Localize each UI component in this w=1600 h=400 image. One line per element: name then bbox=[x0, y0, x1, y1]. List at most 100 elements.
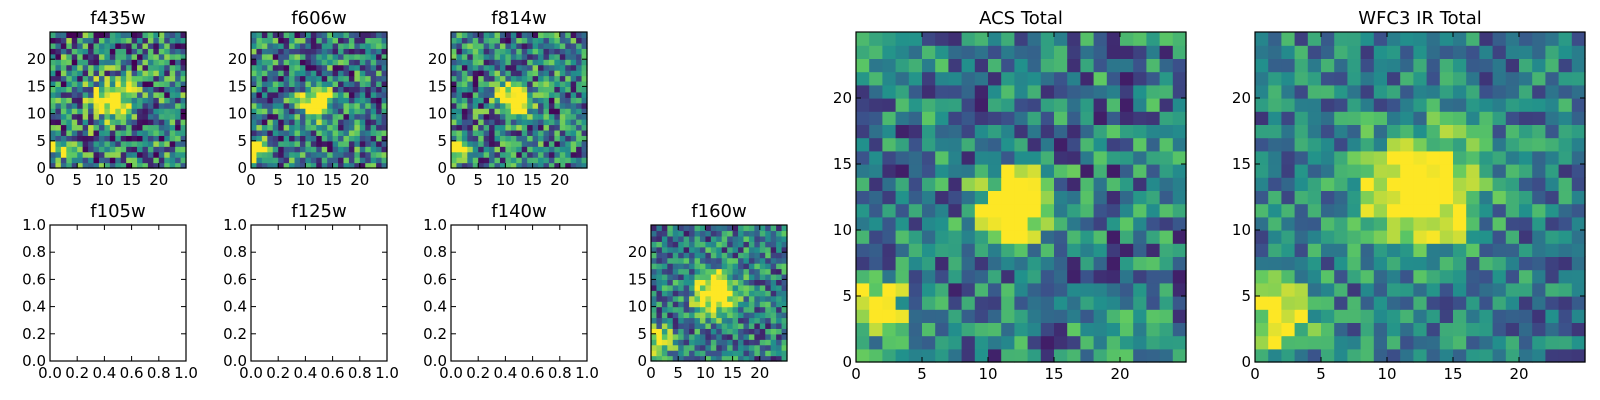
image-pixel bbox=[908, 177, 923, 191]
image-pixel bbox=[721, 333, 728, 340]
image-pixel bbox=[683, 301, 690, 308]
image-pixel bbox=[338, 135, 345, 142]
image-pixel bbox=[1159, 98, 1174, 112]
image-pixel bbox=[1159, 269, 1174, 284]
image-pixel bbox=[1001, 111, 1015, 125]
image-pixel bbox=[294, 146, 301, 153]
image-pixel bbox=[376, 140, 383, 147]
image-pixel bbox=[974, 58, 989, 73]
image-pixel bbox=[576, 108, 583, 115]
image-pixel bbox=[60, 64, 67, 71]
image-pixel bbox=[1413, 45, 1428, 59]
image-pixel bbox=[164, 80, 171, 87]
image-pixel bbox=[661, 322, 668, 329]
image-pixel bbox=[667, 284, 674, 291]
image-pixel bbox=[153, 129, 160, 136]
image-pixel bbox=[1545, 71, 1560, 86]
image-pixel bbox=[50, 140, 57, 147]
image-pixel bbox=[461, 42, 468, 49]
image-pixel bbox=[1014, 282, 1029, 297]
image-pixel bbox=[776, 241, 783, 248]
image-pixel bbox=[77, 32, 84, 39]
image-pixel bbox=[738, 273, 745, 280]
image-pixel bbox=[1093, 71, 1108, 86]
image-pixel bbox=[1159, 58, 1174, 73]
image-pixel bbox=[988, 296, 1002, 310]
image-pixel bbox=[66, 59, 73, 66]
image-pixel bbox=[376, 102, 383, 109]
image-pixel bbox=[71, 86, 78, 93]
image-pixel bbox=[1426, 58, 1441, 73]
image-pixel bbox=[294, 42, 301, 49]
image-pixel bbox=[289, 59, 296, 66]
image-pixel bbox=[656, 333, 663, 340]
image-pixel bbox=[478, 32, 485, 39]
image-pixel bbox=[776, 257, 783, 264]
image-pixel bbox=[104, 108, 111, 115]
image-pixel bbox=[765, 257, 772, 264]
image-pixel bbox=[570, 64, 577, 71]
image-pixel bbox=[1492, 309, 1507, 323]
image-pixel bbox=[66, 113, 73, 120]
image-pixel bbox=[50, 59, 57, 66]
image-pixel bbox=[142, 32, 149, 39]
image-pixel bbox=[738, 263, 745, 270]
image-pixel bbox=[451, 86, 458, 93]
image-pixel bbox=[856, 177, 870, 191]
image-pixel bbox=[483, 113, 490, 120]
image-pixel bbox=[856, 282, 870, 297]
image-pixel bbox=[559, 97, 566, 104]
image-pixel bbox=[278, 102, 285, 109]
image-pixel bbox=[974, 111, 989, 125]
image-pixel bbox=[1373, 84, 1388, 99]
image-pixel bbox=[305, 135, 312, 142]
image-pixel bbox=[1545, 203, 1560, 218]
image-pixel bbox=[765, 252, 772, 259]
image-pixel bbox=[576, 32, 583, 39]
image-pixel bbox=[147, 108, 154, 115]
image-pixel bbox=[1268, 335, 1282, 350]
x-tick-label: 20 bbox=[149, 171, 168, 189]
image-pixel bbox=[60, 135, 67, 142]
image-pixel bbox=[754, 273, 761, 280]
image-pixel bbox=[856, 322, 870, 337]
image-pixel bbox=[1558, 322, 1573, 337]
image-pixel bbox=[974, 348, 989, 363]
image-pixel bbox=[126, 129, 133, 136]
image-pixel bbox=[1146, 84, 1161, 99]
image-pixel bbox=[1413, 203, 1428, 218]
image-pixel bbox=[565, 37, 572, 44]
image-pixel bbox=[743, 344, 750, 351]
x-tick-label: 15 bbox=[1443, 365, 1462, 383]
image-pixel bbox=[267, 59, 274, 66]
x-tick-label: 20 bbox=[550, 171, 569, 189]
image-pixel bbox=[1027, 269, 1042, 284]
image-pixel bbox=[770, 279, 777, 286]
image-pixel bbox=[521, 59, 528, 66]
image-pixel bbox=[283, 32, 290, 39]
image-pixel bbox=[461, 70, 468, 77]
image-pixel bbox=[694, 273, 701, 280]
image-pixel bbox=[82, 32, 89, 39]
image-pixel bbox=[461, 80, 468, 87]
image-pixel bbox=[316, 75, 323, 82]
image-pixel bbox=[478, 135, 485, 142]
image-pixel bbox=[321, 124, 328, 131]
image-pixel bbox=[93, 80, 100, 87]
image-pixel bbox=[359, 119, 366, 126]
image-pixel bbox=[310, 162, 317, 169]
image-pixel bbox=[510, 140, 517, 147]
image-pixel bbox=[974, 98, 989, 112]
image-pixel bbox=[908, 203, 923, 218]
image-pixel bbox=[1268, 256, 1282, 271]
image-pixel bbox=[856, 296, 870, 310]
image-pixel bbox=[672, 290, 679, 297]
image-pixel bbox=[1439, 45, 1454, 59]
image-pixel bbox=[1571, 84, 1586, 99]
image-pixel bbox=[1505, 164, 1520, 178]
image-pixel bbox=[727, 268, 734, 275]
image-pixel bbox=[299, 157, 306, 164]
image-pixel bbox=[98, 64, 105, 71]
image-pixel bbox=[1453, 348, 1467, 363]
image-pixel bbox=[543, 129, 550, 136]
